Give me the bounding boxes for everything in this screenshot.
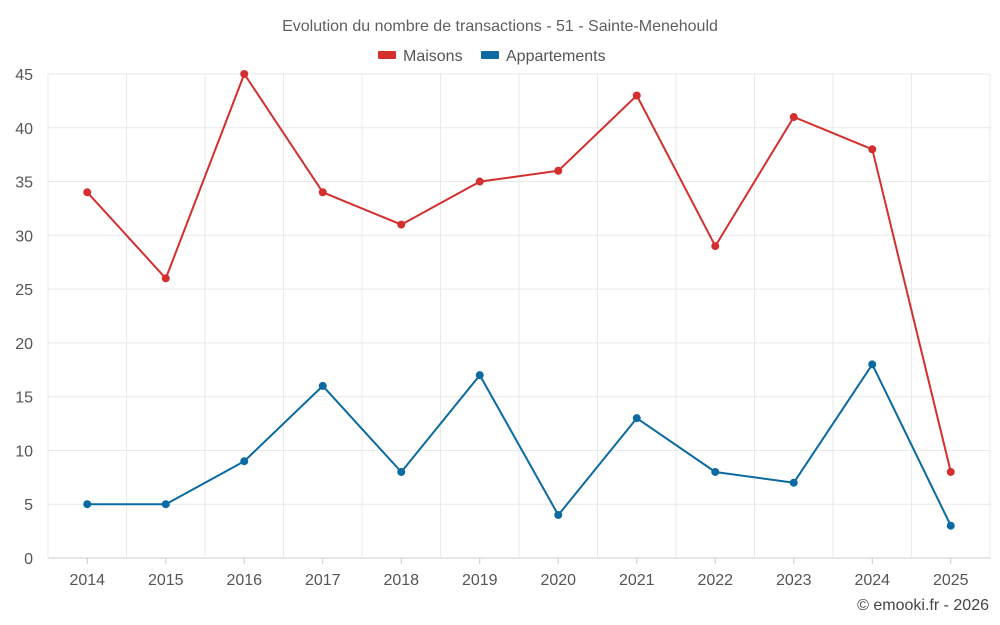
data-point-appartements-2023[interactable] (789, 478, 798, 487)
x-tick-label-2020: 2020 (540, 572, 576, 589)
data-point-appartements-2014[interactable] (83, 500, 92, 509)
x-tick-label-2017: 2017 (305, 572, 341, 589)
legend-label-maisons: Maisons (403, 48, 463, 65)
y-tick-label-0: 0 (24, 551, 33, 568)
credit-text: © emooki.fr - 2026 (857, 597, 989, 614)
legend-label-appartements: Appartements (506, 48, 606, 65)
x-tick-label-2025: 2025 (933, 572, 969, 589)
y-tick-label-15: 15 (15, 390, 33, 407)
y-tick-label-10: 10 (15, 443, 33, 460)
data-point-appartements-2018[interactable] (397, 467, 406, 476)
x-tick-label-2016: 2016 (226, 572, 262, 589)
x-tick-label-2023: 2023 (776, 572, 812, 589)
data-point-maisons-2017[interactable] (318, 188, 327, 197)
grid (47, 73, 991, 559)
data-point-maisons-2014[interactable] (83, 188, 92, 197)
data-point-appartements-2022[interactable] (711, 467, 720, 476)
x-tick-label-2019: 2019 (462, 572, 498, 589)
data-point-maisons-2020[interactable] (554, 166, 563, 175)
legend-swatch-maisons (378, 51, 396, 59)
data-point-maisons-2018[interactable] (397, 220, 406, 229)
legend-swatch-appartements (481, 51, 499, 59)
x-tick-label-2024: 2024 (854, 572, 890, 589)
series-line-appartements (87, 363, 952, 527)
series-points (83, 70, 955, 530)
x-tick-label-2021: 2021 (619, 572, 655, 589)
data-point-appartements-2019[interactable] (475, 371, 484, 380)
data-point-maisons-2015[interactable] (161, 274, 170, 283)
y-tick-label-35: 35 (15, 175, 33, 192)
legend-item-appartements[interactable]: Appartements (481, 48, 606, 65)
y-tick-label-40: 40 (15, 121, 33, 138)
x-tick-label-2015: 2015 (148, 572, 184, 589)
y-tick-label-20: 20 (15, 336, 33, 353)
data-point-maisons-2022[interactable] (711, 242, 720, 251)
data-point-appartements-2024[interactable] (868, 360, 877, 369)
chart-title: Evolution du nombre de transactions - 51… (282, 18, 718, 35)
y-axis-ticks: 0 5 10 15 20 25 30 35 40 45 (15, 67, 33, 568)
data-point-appartements-2017[interactable] (318, 381, 327, 390)
data-point-maisons-2019[interactable] (475, 177, 484, 186)
legend: Maisons Appartements (378, 48, 606, 65)
data-point-appartements-2016[interactable] (240, 457, 249, 466)
data-point-appartements-2025[interactable] (946, 521, 955, 530)
data-point-appartements-2015[interactable] (161, 500, 170, 509)
x-tick-label-2022: 2022 (697, 572, 733, 589)
series-line-maisons (86, 73, 952, 473)
data-point-maisons-2023[interactable] (789, 113, 798, 122)
data-point-appartements-2021[interactable] (632, 414, 641, 423)
x-tick-label-2018: 2018 (383, 572, 419, 589)
x-tick-label-2014: 2014 (69, 572, 105, 589)
y-tick-label-30: 30 (15, 228, 33, 245)
y-tick-label-5: 5 (24, 497, 33, 514)
data-point-maisons-2025[interactable] (946, 467, 955, 476)
data-point-maisons-2021[interactable] (632, 91, 641, 100)
y-tick-label-45: 45 (15, 67, 33, 84)
data-point-maisons-2024[interactable] (868, 145, 877, 154)
data-point-maisons-2016[interactable] (240, 70, 249, 78)
x-axis-ticks: 2014 2015 2016 2017 2018 2019 2020 2021 2022 2023… (69, 558, 969, 589)
legend-item-maisons[interactable]: Maisons (378, 48, 463, 65)
y-tick-label-25: 25 (15, 282, 33, 299)
data-point-appartements-2020[interactable] (554, 510, 563, 519)
series-lines (86, 73, 952, 527)
